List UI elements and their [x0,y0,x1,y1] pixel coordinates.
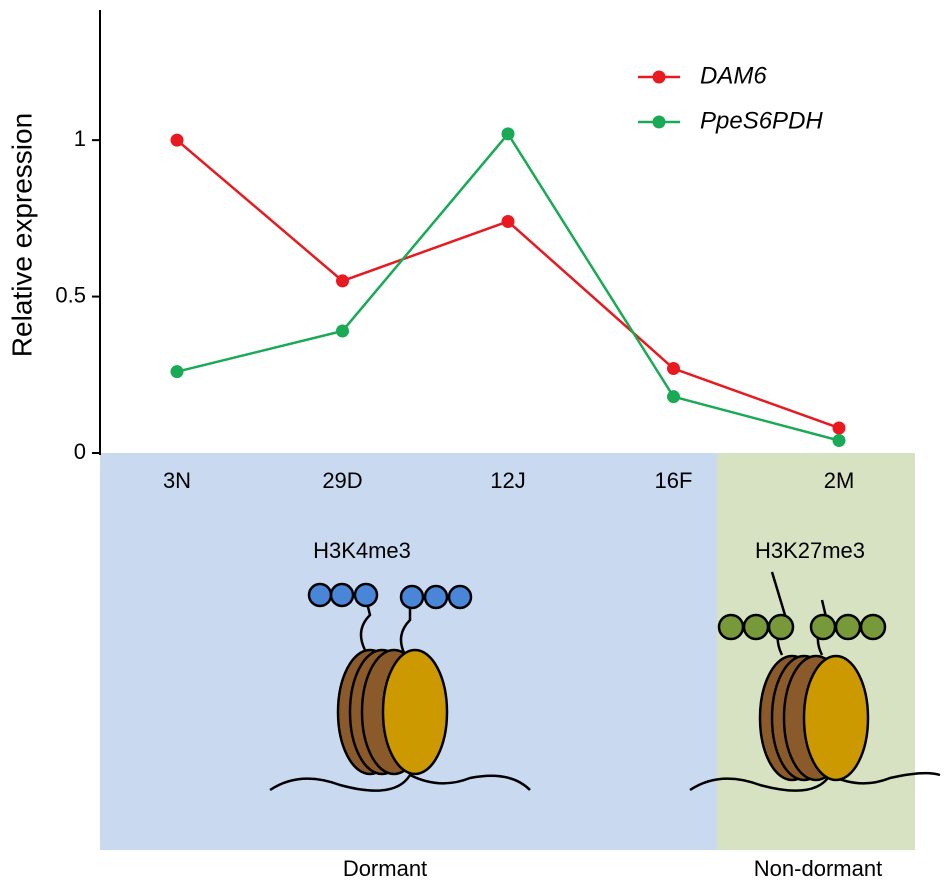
x-tick-label: 12J [490,468,525,493]
data-point [170,133,184,147]
y-tick-label: 1 [74,126,86,151]
nucleosome-dormant [269,582,531,792]
data-point [501,127,515,141]
y-axis-label: Relative expression [6,113,37,357]
data-point [170,365,184,379]
nucleosome-non-dormant [689,571,941,792]
data-point [667,362,680,376]
x-tick-label: 2M [824,468,855,493]
non-dormant-region [717,453,915,850]
annotation: H3K4me3 [313,538,411,563]
series-line [176,131,840,442]
region-label: Non-dormant [754,856,882,881]
legend-marker [652,115,666,129]
data-point [832,421,846,435]
x-tick-label: 16F [655,468,693,493]
legend-marker [652,70,666,84]
data-point [667,390,680,404]
data-point [832,433,846,447]
data-point [501,214,515,228]
y-tick-label: 0.5 [55,282,86,307]
region-label: Dormant [343,856,427,881]
x-tick-label: 29D [322,468,362,493]
data-point [336,274,349,288]
series-line [176,139,840,430]
data-point [336,324,349,338]
annotation: H3K27me3 [755,538,865,563]
x-tick-label: 3N [163,468,191,493]
legend-label: PpeS6PDH [700,107,823,134]
y-tick-label: 0 [74,439,86,464]
legend-label: DAM6 [700,62,767,89]
